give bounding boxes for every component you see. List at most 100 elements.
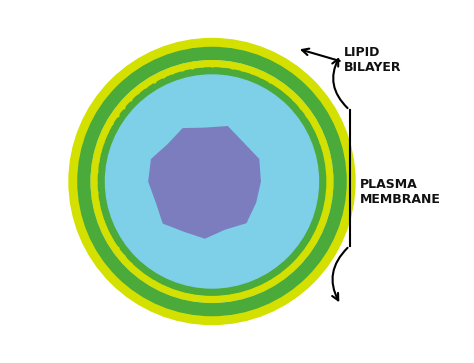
Point [306,81,314,86]
Point [248,69,255,75]
Point [133,89,141,95]
Point [93,158,101,164]
Point [70,167,78,172]
Point [321,209,328,215]
Point [88,109,96,115]
Point [219,62,226,68]
Point [314,129,321,135]
Point [70,179,77,184]
Point [244,313,252,318]
Circle shape [105,75,319,288]
Point [178,291,186,297]
Point [322,258,329,264]
Point [82,120,90,126]
Point [324,168,332,174]
Point [220,40,228,46]
Point [275,274,283,280]
Point [314,268,322,274]
Point [96,148,103,154]
Point [288,65,295,71]
Point [278,299,285,305]
Point [309,237,317,243]
Circle shape [69,38,355,325]
Point [95,258,102,264]
Point [228,64,236,70]
Circle shape [78,48,346,315]
Point [184,42,191,48]
Point [255,48,263,54]
Point [328,248,336,254]
Point [74,143,82,148]
Point [95,99,102,105]
Point [139,299,146,305]
Text: LIPID
BILAYER: LIPID BILAYER [344,46,402,74]
Point [92,168,100,174]
Point [82,237,90,243]
Polygon shape [149,127,260,238]
Point [172,45,180,50]
Point [196,317,204,323]
Point [323,158,330,164]
Point [150,53,157,59]
Point [126,261,133,267]
Point [113,245,120,251]
Point [128,65,136,71]
Point [107,120,115,126]
Point [283,268,291,274]
Point [113,112,120,118]
Point [119,104,127,110]
Point [219,295,226,301]
Point [318,219,325,224]
Point [232,315,240,321]
Point [119,253,127,259]
Point [110,277,118,282]
Point [91,179,99,184]
Point [159,284,166,290]
Point [126,96,133,102]
Point [304,112,311,118]
Point [102,228,110,234]
Point [323,199,330,205]
Point [102,268,109,274]
Circle shape [98,68,326,295]
Point [334,120,341,126]
Point [266,280,274,285]
Point [248,288,255,294]
Circle shape [91,61,333,302]
Point [150,280,157,285]
Point [128,292,136,298]
Point [334,237,341,243]
Point [238,291,246,297]
Point [325,179,332,184]
Point [345,155,352,160]
Point [318,139,325,144]
Point [328,109,336,115]
Point [228,293,236,299]
Point [288,292,295,298]
Point [92,189,100,195]
Point [141,83,149,89]
Point [291,96,298,102]
Point [110,81,118,86]
Point [291,261,298,267]
Point [72,203,79,208]
Point [306,277,314,282]
Point [96,209,103,215]
Point [266,78,274,83]
Point [208,40,216,46]
Point [321,148,328,154]
Point [275,83,283,89]
Point [78,226,85,232]
Point [232,42,240,48]
Point [150,78,157,83]
Point [304,245,311,251]
Point [298,253,305,259]
Point [168,69,176,75]
Point [93,199,101,205]
Point [139,58,146,64]
Point [322,99,329,105]
Point [168,288,176,294]
Point [342,143,350,148]
Point [141,274,149,280]
Point [150,304,157,310]
